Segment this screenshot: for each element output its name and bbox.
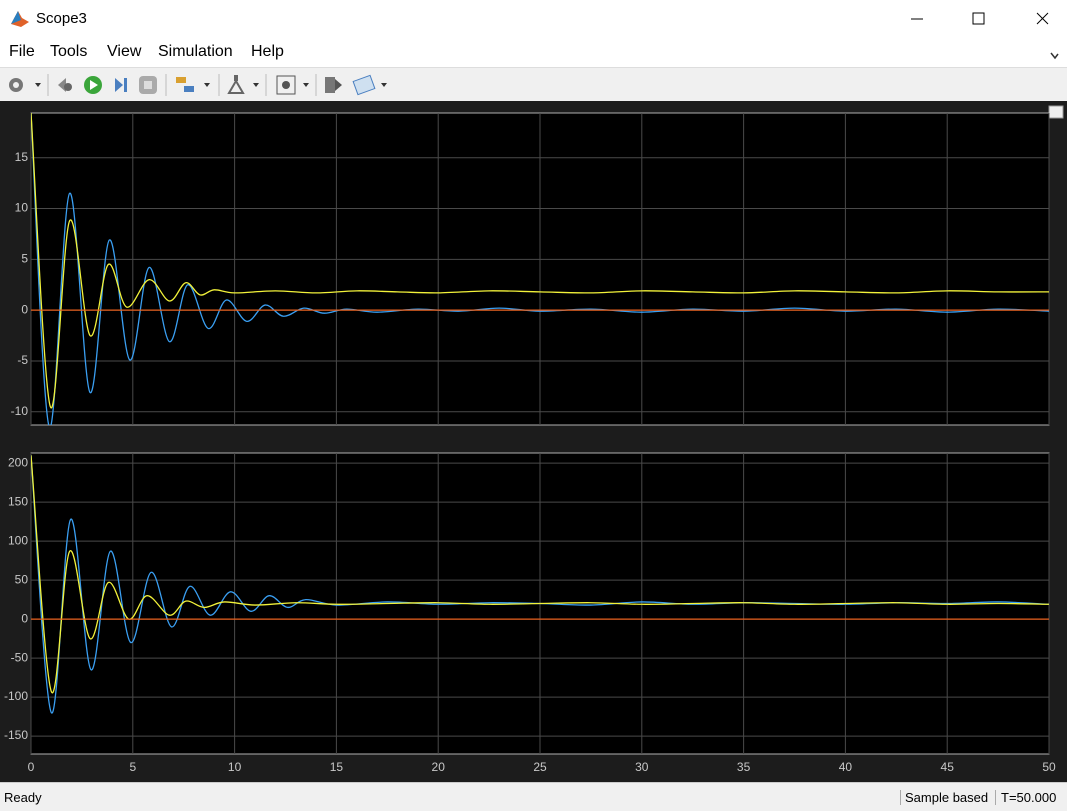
x-tick-label: 10 xyxy=(228,760,242,774)
y-tick-label: 200 xyxy=(8,455,28,469)
menu-item[interactable]: Help xyxy=(251,43,284,60)
x-tick-label: 35 xyxy=(737,760,751,774)
menu-item[interactable]: Simulation xyxy=(158,43,233,60)
x-tick-label: 50 xyxy=(1042,760,1056,774)
x-tick-label: 30 xyxy=(635,760,649,774)
series-group xyxy=(31,113,1049,425)
status-mode: Sample based xyxy=(900,790,988,805)
series-line xyxy=(31,455,1049,694)
status-time: T=50.000 xyxy=(995,790,1056,805)
menu-bar: File Tools View Simulation Help xyxy=(0,38,1067,66)
y-tick-label: 50 xyxy=(15,572,29,586)
y-tick-label: -50 xyxy=(11,650,29,664)
window-controls[interactable] xyxy=(907,0,1067,38)
y-tick-label: 15 xyxy=(15,150,29,164)
x-tick-label: 25 xyxy=(533,760,547,774)
y-tick-label: -150 xyxy=(4,728,28,742)
window-title: Scope3 xyxy=(36,10,87,27)
series-line xyxy=(31,113,1049,409)
toolbar xyxy=(0,52,1067,102)
series-line xyxy=(31,455,1049,714)
dock-button[interactable] xyxy=(1048,48,1062,62)
y-tick-label: -100 xyxy=(4,689,28,703)
app-icon xyxy=(11,11,29,27)
y-tick-label: 0 xyxy=(21,302,28,316)
x-tick-label: 0 xyxy=(28,760,35,774)
title-bar: Scope3 xyxy=(0,0,1067,38)
y-tick-label: -5 xyxy=(17,353,28,367)
status-bar: Ready Sample based T=50.000 xyxy=(0,782,1067,811)
menu-item[interactable]: File xyxy=(9,43,35,60)
y-tick-label: -10 xyxy=(11,404,29,418)
menu-item[interactable]: Tools xyxy=(50,43,88,60)
y-tick-label: 5 xyxy=(21,252,28,266)
y-tick-label: 10 xyxy=(15,201,29,215)
series-group xyxy=(31,455,1049,714)
x-tick-label: 40 xyxy=(839,760,853,774)
plot-area: -10 -5 0 5 10 15 0 5 10 15 20 25 30 35 40 45 50 -150 -100-… xyxy=(0,101,1067,782)
undock-button[interactable] xyxy=(1048,105,1064,119)
x-tick-label: 15 xyxy=(330,760,344,774)
toolbar-icons[interactable] xyxy=(0,68,400,102)
status-state: Ready xyxy=(4,790,42,805)
x-tick-label: 45 xyxy=(941,760,955,774)
series-line xyxy=(31,113,1049,425)
y-tick-label: 0 xyxy=(21,611,28,625)
y-tick-label: 150 xyxy=(8,494,28,508)
menu-item[interactable]: View xyxy=(107,43,142,60)
x-tick-label: 20 xyxy=(432,760,446,774)
x-tick-label: 5 xyxy=(129,760,136,774)
y-tick-label: 100 xyxy=(8,533,28,547)
